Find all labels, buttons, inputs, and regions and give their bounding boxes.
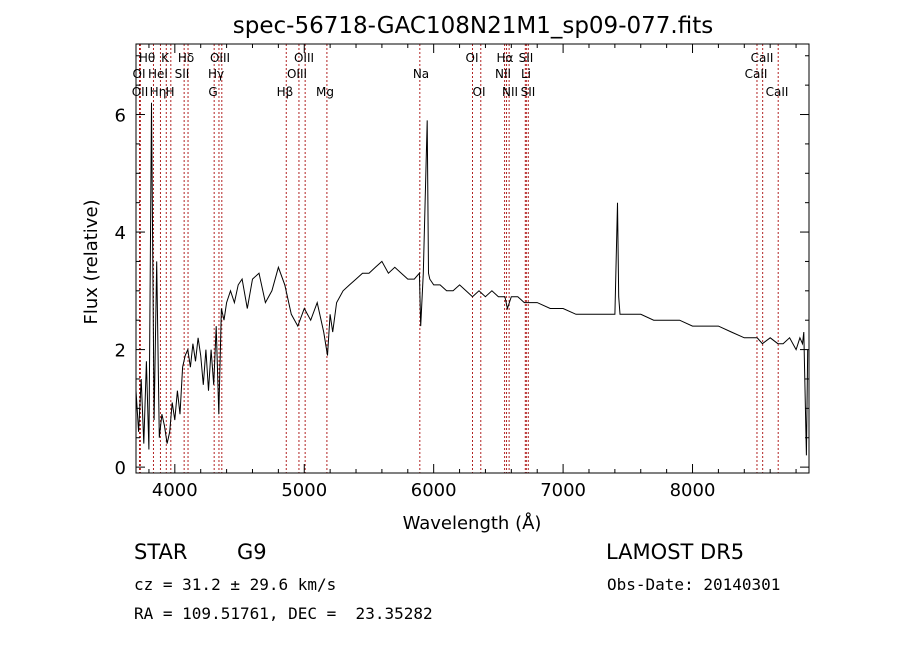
line-label-row1-8: CaII (751, 51, 774, 65)
y-tick-label-0: 0 (115, 458, 126, 479)
line-label-row1-7: SII (519, 51, 534, 65)
line-label-row1-4: OIII (294, 51, 314, 65)
line-label-row1-1: K (161, 51, 170, 65)
line-label-row3-2: H (165, 85, 174, 99)
line-label-row3-0: OII (132, 85, 149, 99)
y-tick-label-1: 2 (115, 341, 126, 362)
line-label-row3-9: CaII (766, 85, 789, 99)
line-label-row1-6: Hα (497, 51, 514, 65)
x-tick-label-4: 8000 (670, 480, 716, 501)
line-label-row3-1: Hη (150, 85, 167, 99)
line-label-row2-5: Na (413, 67, 429, 81)
redshift-cz: cz = 31.2 ± 29.6 km/s (134, 575, 337, 594)
y-axis-label: Flux (relative) (81, 199, 102, 324)
x-tick-label-2: 6000 (411, 480, 457, 501)
coordinates: RA = 109.51761, DEC = 23.35282 (134, 604, 433, 623)
line-label-row2-6: NII (495, 67, 511, 81)
line-label-row2-0: OI (133, 67, 146, 81)
y-tick-label-3: 6 (115, 106, 126, 127)
line-label-row1-0: Hθ (139, 51, 155, 65)
line-label-row2-7: Li (521, 67, 531, 81)
survey-name: LAMOST DR5 (606, 540, 745, 564)
line-label-row3-7: NII (502, 85, 518, 99)
line-label-row1-3: OIII (210, 51, 230, 65)
line-label-row3-5: Mg (316, 85, 334, 99)
line-label-row2-2: SII (175, 67, 190, 81)
object-subclass: G9 (237, 540, 267, 564)
line-label-row1-2: Hδ (178, 51, 194, 65)
line-label-row3-4: Hβ (277, 85, 294, 99)
line-label-row2-8: CaII (745, 67, 768, 81)
chart-title: spec-56718-GAC108N21M1_sp09-077.fits (233, 13, 713, 39)
plot-frame (135, 43, 810, 474)
line-label-row2-1: HeI (148, 67, 168, 81)
line-label-row3-6: OI (473, 85, 486, 99)
object-class: STAR (134, 540, 188, 564)
x-tick-label-1: 5000 (281, 480, 327, 501)
line-label-row1-5: OI (466, 51, 479, 65)
line-label-row2-3: Hγ (208, 67, 224, 81)
line-label-row2-4: OIII (287, 67, 307, 81)
x-tick-label-0: 4000 (152, 480, 198, 501)
observation-date: Obs-Date: 20140301 (607, 575, 781, 594)
x-tick-label-3: 7000 (540, 480, 586, 501)
y-tick-label-2: 4 (115, 223, 126, 244)
line-label-row3-3: G (208, 85, 217, 99)
x-axis-label: Wavelength (Å) (403, 512, 542, 534)
spectrum-line (135, 102, 809, 456)
line-label-row3-8: SII (521, 85, 536, 99)
